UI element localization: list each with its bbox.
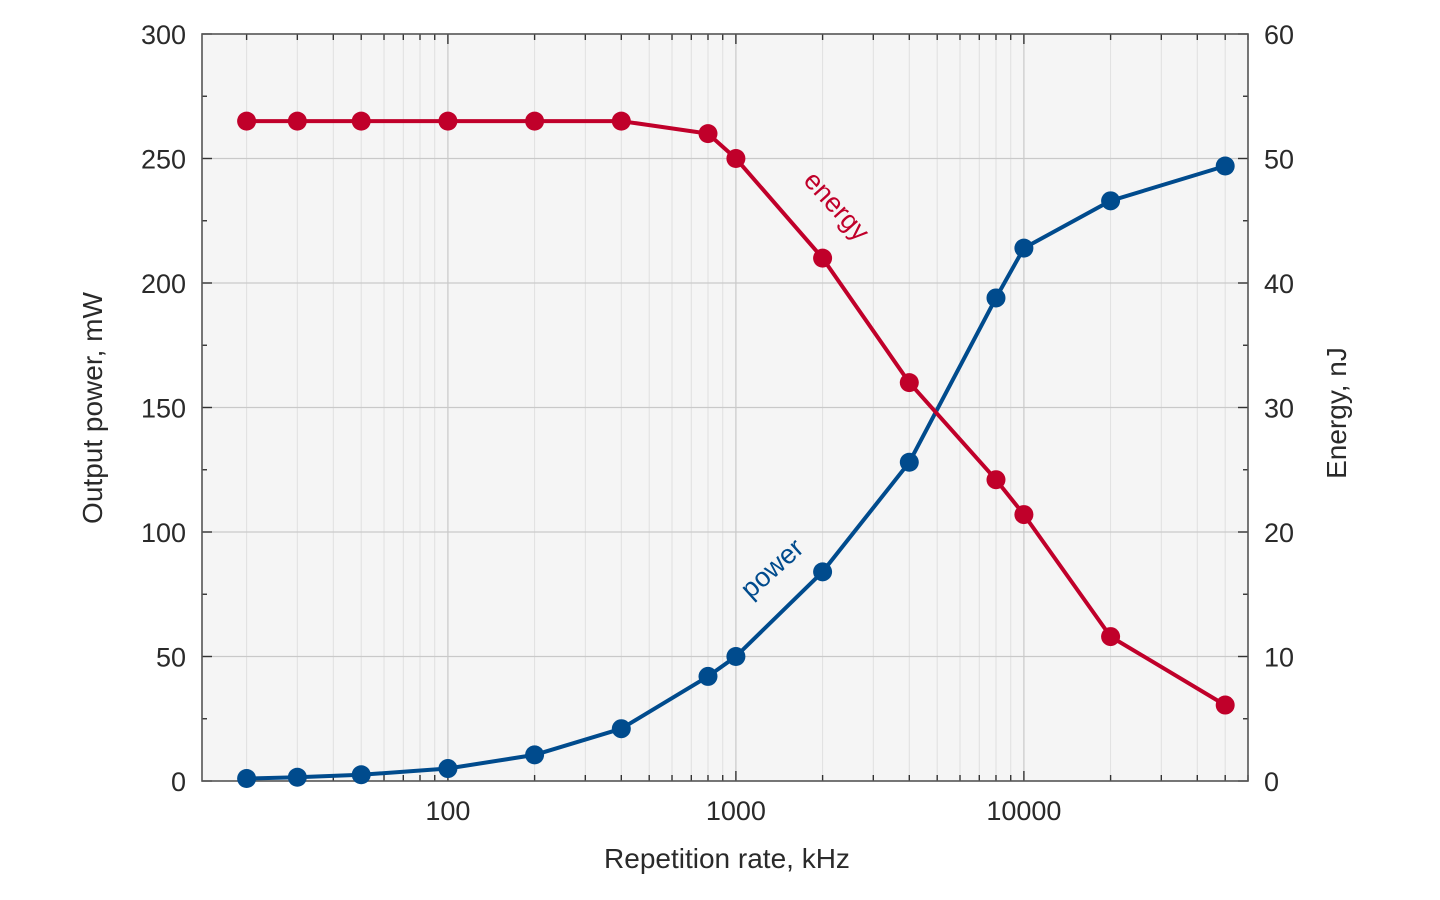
y-axis-right-label: Energy, nJ: [1321, 347, 1352, 479]
data-point-energy: [813, 248, 833, 268]
y-right-tick-label: 20: [1264, 518, 1294, 548]
y-right-tick-label: 60: [1264, 20, 1294, 50]
data-point-energy: [1014, 505, 1034, 525]
y-right-tick-label: 40: [1264, 269, 1294, 299]
data-point-energy: [351, 111, 371, 131]
data-point-power: [438, 759, 458, 779]
data-point-power: [813, 562, 833, 582]
data-point-power: [986, 288, 1006, 308]
y-left-tick-label: 200: [141, 269, 186, 299]
y-right-tick-label: 50: [1264, 145, 1294, 175]
data-point-energy: [899, 373, 919, 393]
y-right-tick-label: 30: [1264, 394, 1294, 424]
y-left-tick-label: 50: [156, 643, 186, 673]
x-tick-label: 100: [425, 796, 470, 826]
data-point-power: [1101, 191, 1121, 211]
data-point-power: [726, 647, 746, 666]
x-axis-label: Repetition rate, kHz: [604, 843, 850, 874]
plot-frame: [201, 33, 1249, 782]
y-left-tick-label: 150: [141, 394, 186, 424]
y-left-tick-label: 250: [141, 145, 186, 175]
data-point-energy: [986, 470, 1006, 490]
data-point-energy: [611, 111, 631, 131]
y-left-tick-label: 100: [141, 518, 186, 548]
y-axis-left-label: Output power, mW: [77, 292, 108, 524]
data-point-energy: [698, 124, 718, 144]
data-point-power: [611, 719, 631, 739]
data-point-energy: [726, 149, 746, 168]
y-left-tick-label: 300: [141, 20, 186, 50]
data-point-energy: [237, 111, 257, 131]
data-point-energy: [1101, 627, 1121, 647]
data-point-power: [899, 452, 919, 472]
data-point-power: [698, 666, 718, 686]
tick-labels: 100 1000 10000 0 50 100 150 200 250 300 0 10 20 30 40 5…: [141, 20, 1294, 826]
x-tick-label: 1000: [706, 796, 766, 826]
y-right-tick-label: 0: [1264, 767, 1279, 797]
data-point-power: [351, 765, 371, 785]
data-point-power: [237, 769, 257, 789]
data-point-power: [1014, 238, 1034, 258]
data-point-energy: [525, 111, 545, 131]
series-layer: [237, 111, 1235, 789]
data-point-energy: [1215, 695, 1235, 715]
y-left-tick-label: 0: [171, 767, 186, 797]
x-tick-label: 10000: [986, 796, 1061, 826]
data-point-power: [287, 767, 307, 787]
data-point-energy: [287, 111, 307, 131]
data-point-power: [1215, 156, 1235, 176]
y-right-tick-label: 10: [1264, 643, 1294, 673]
data-point-energy: [438, 111, 458, 131]
data-point-power: [525, 745, 545, 765]
